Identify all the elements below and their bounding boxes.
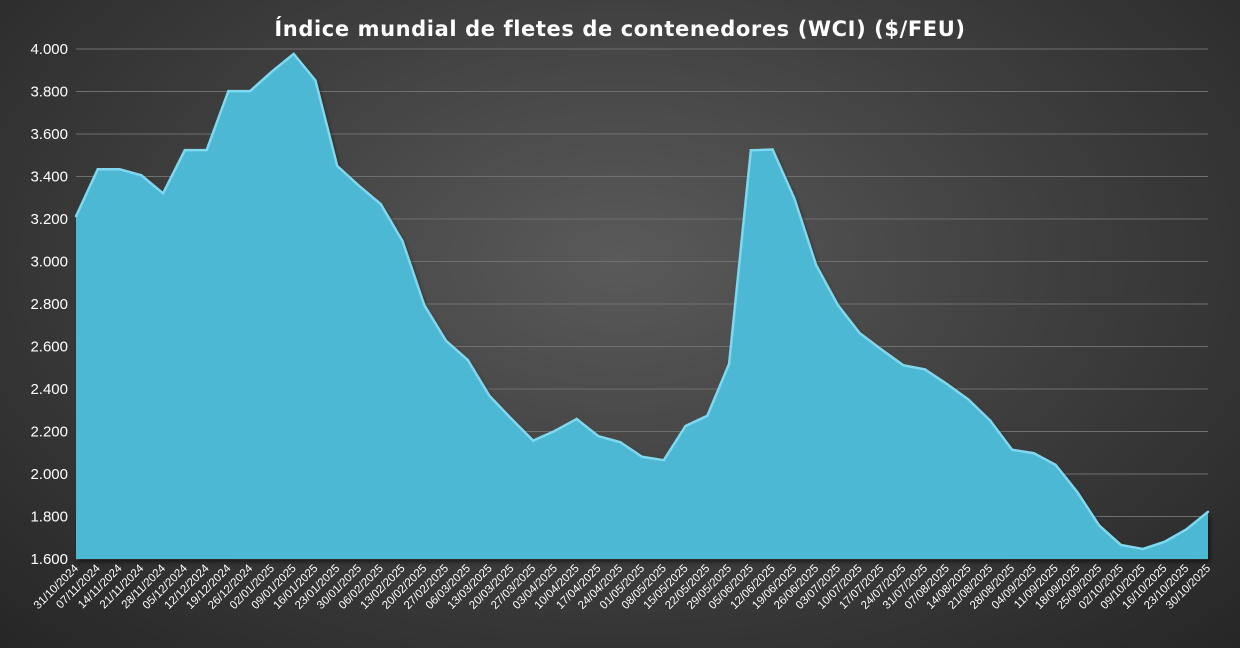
data-point [597,434,600,438]
data-point [771,148,774,151]
data-point [858,331,861,335]
data-point [923,368,927,371]
data-point [248,89,252,93]
data-point [575,417,578,421]
data-point [1185,528,1188,531]
data-point [1054,463,1057,467]
data-point [1032,451,1036,455]
data-point [967,398,970,401]
data-point [466,358,470,362]
y-tick-label: 3.400 [30,169,68,186]
y-tick-label: 3.800 [30,84,68,101]
data-point [183,148,187,152]
data-point [640,455,644,458]
data-point [727,362,731,366]
y-tick-label: 1.600 [30,551,68,568]
y-tick-label: 3.000 [30,254,68,271]
data-point [74,215,78,218]
data-point [1076,490,1079,494]
data-point [706,414,709,417]
data-point [1097,524,1101,527]
data-point [945,382,948,386]
data-point [1141,547,1144,551]
data-point [401,239,404,243]
data-point [379,202,382,206]
area-fill [76,53,1208,559]
data-point [1010,448,1014,451]
data-point [531,439,535,442]
y-axis-ticks: 1.600 1.800 2.000 2.200 2.400 2.600 2.800 3.000… [30,41,68,568]
data-point [662,458,665,462]
y-tick-label: 2.800 [30,296,68,313]
y-tick-label: 2.400 [30,381,68,398]
data-point [444,339,448,342]
data-point [902,364,905,367]
data-point [1163,540,1166,543]
data-point [205,148,208,152]
data-point [553,429,557,433]
data-point [510,417,513,420]
data-point [836,303,840,307]
data-point [749,149,753,152]
data-point [793,197,796,200]
data-point [357,184,361,188]
chart-title: Índice mundial de fletes de contenedores… [274,17,966,41]
data-point [118,168,121,171]
data-point [161,192,165,195]
data-point [488,394,491,398]
data-point [684,424,687,428]
y-tick-label: 2.200 [30,424,68,441]
y-tick-label: 1.800 [30,509,68,526]
data-point [423,303,426,307]
data-point [880,348,883,351]
data-point [140,174,143,177]
data-point [96,168,99,171]
data-point [314,79,317,82]
area-series [74,52,1210,559]
y-tick-label: 2.600 [30,339,68,356]
data-point [814,263,818,267]
data-point [270,70,274,73]
y-tick-label: 2.000 [30,466,68,483]
y-tick-label: 4.000 [30,41,68,58]
data-point [1119,543,1123,547]
data-point [1206,510,1210,514]
data-point [336,164,339,168]
data-point [227,89,230,93]
y-tick-label: 3.600 [30,126,68,143]
data-point [619,440,622,444]
x-axis-ticks: 31/10/202407/11/202414/11/202421/11/2024… [32,562,1213,612]
data-point [292,52,295,56]
data-point [989,419,992,422]
y-tick-label: 3.200 [30,211,68,228]
